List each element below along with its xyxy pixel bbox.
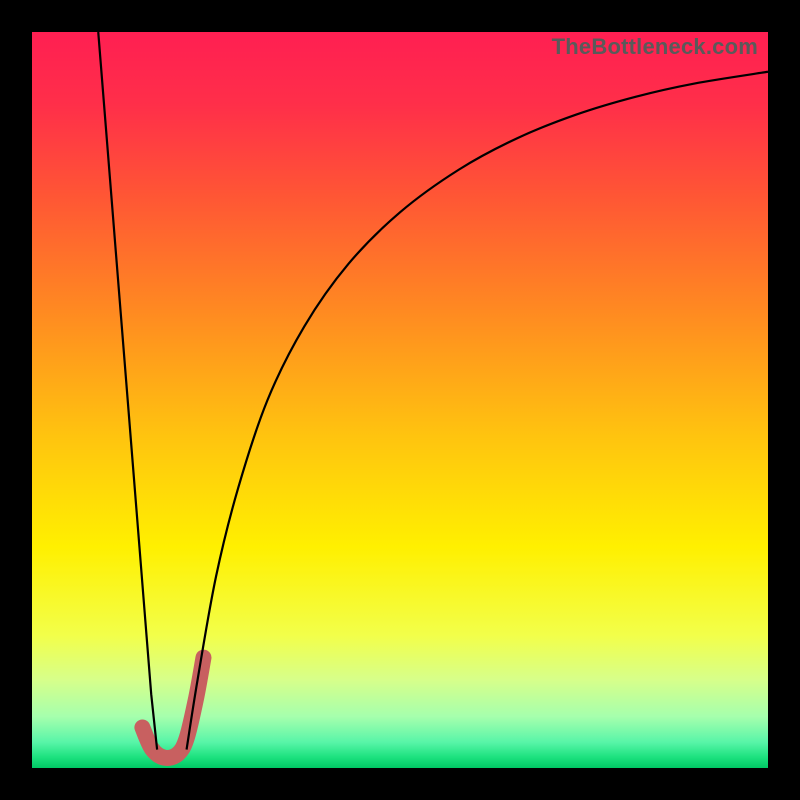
plot-area bbox=[32, 32, 768, 768]
watermark-text: TheBottleneck.com bbox=[552, 34, 758, 60]
curve-right-branch bbox=[187, 72, 768, 750]
curve-left-branch bbox=[98, 32, 157, 750]
chart-frame: TheBottleneck.com bbox=[0, 0, 800, 800]
curves-layer bbox=[32, 32, 768, 768]
